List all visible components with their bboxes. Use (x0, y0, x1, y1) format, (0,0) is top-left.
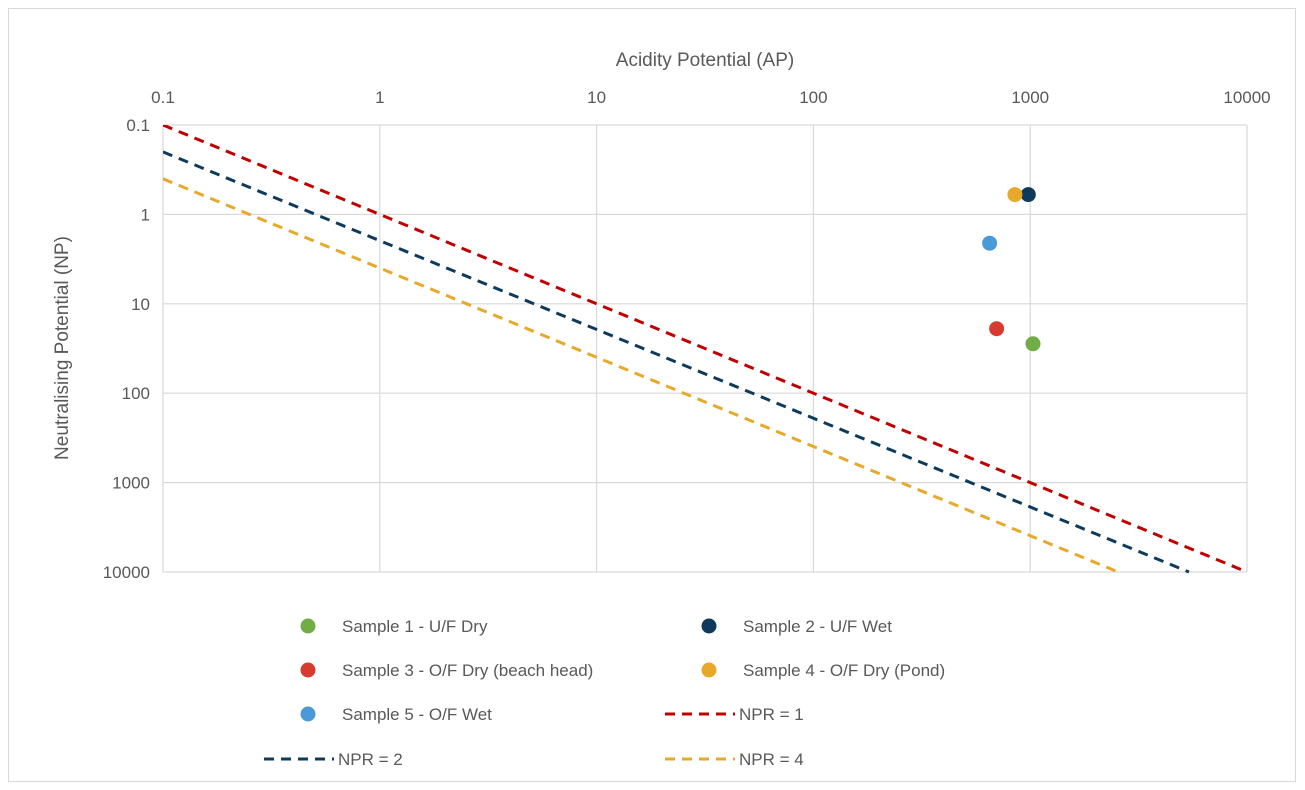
x-tick-label-0: 0.1 (151, 88, 175, 107)
x-tick-label-2: 10 (587, 88, 606, 107)
series-line-5 (163, 125, 1247, 574)
y-tick-labels: 0.1 1 10 100 1000 10000 (103, 116, 150, 582)
data-point-0-0 (1025, 336, 1041, 352)
legend-marker-0 (300, 618, 316, 634)
legend-label-3: Sample 4 - O/F Dry (Pond) (743, 661, 945, 680)
y-tick-label-3: 100 (122, 384, 150, 403)
legend-label-4: Sample 5 - O/F Wet (342, 705, 492, 724)
legend-marker-4 (300, 706, 316, 722)
legend-label-2: Sample 3 - O/F Dry (beach head) (342, 661, 593, 680)
series-line-7 (163, 177, 1119, 574)
legend-label-6: NPR = 2 (338, 750, 403, 769)
legend-label-1: Sample 2 - U/F Wet (743, 617, 892, 636)
x-tick-label-5: 10000 (1223, 88, 1270, 107)
legend-label-0: Sample 1 - U/F Dry (342, 617, 488, 636)
y-tick-label-0: 0.1 (126, 116, 150, 135)
grid (162, 124, 1248, 573)
legend-label-5: NPR = 1 (739, 705, 804, 724)
x-tick-labels: 0.1 1 10 100 1000 10000 (151, 88, 1270, 107)
chart-frame (8, 8, 1296, 782)
x-tick-label-4: 1000 (1011, 88, 1049, 107)
y-tick-label-1: 1 (141, 205, 150, 224)
series-line-6 (163, 150, 1190, 574)
x-axis-title: Acidity Potential (AP) (616, 50, 794, 71)
data-point-2-0 (989, 321, 1005, 337)
data-point-1-0 (1020, 187, 1036, 203)
data-point-3-0 (1007, 187, 1023, 203)
y-tick-label-2: 10 (131, 295, 150, 314)
legend-label-7: NPR = 4 (739, 750, 804, 769)
legend-marker-2 (300, 662, 316, 678)
legend-marker-1 (701, 618, 717, 634)
series-layer (163, 125, 1247, 574)
y-tick-label-4: 1000 (112, 474, 150, 493)
x-tick-label-3: 100 (799, 88, 827, 107)
legend: Sample 1 - U/F Dry Sample 2 - U/F Wet Samp… (264, 617, 945, 769)
y-axis-title: Neutralising Potential (NP) (52, 236, 73, 460)
legend-marker-3 (701, 662, 717, 678)
data-point-4-0 (982, 235, 998, 251)
y-tick-label-5: 10000 (103, 563, 150, 582)
x-tick-label-1: 1 (375, 88, 384, 107)
